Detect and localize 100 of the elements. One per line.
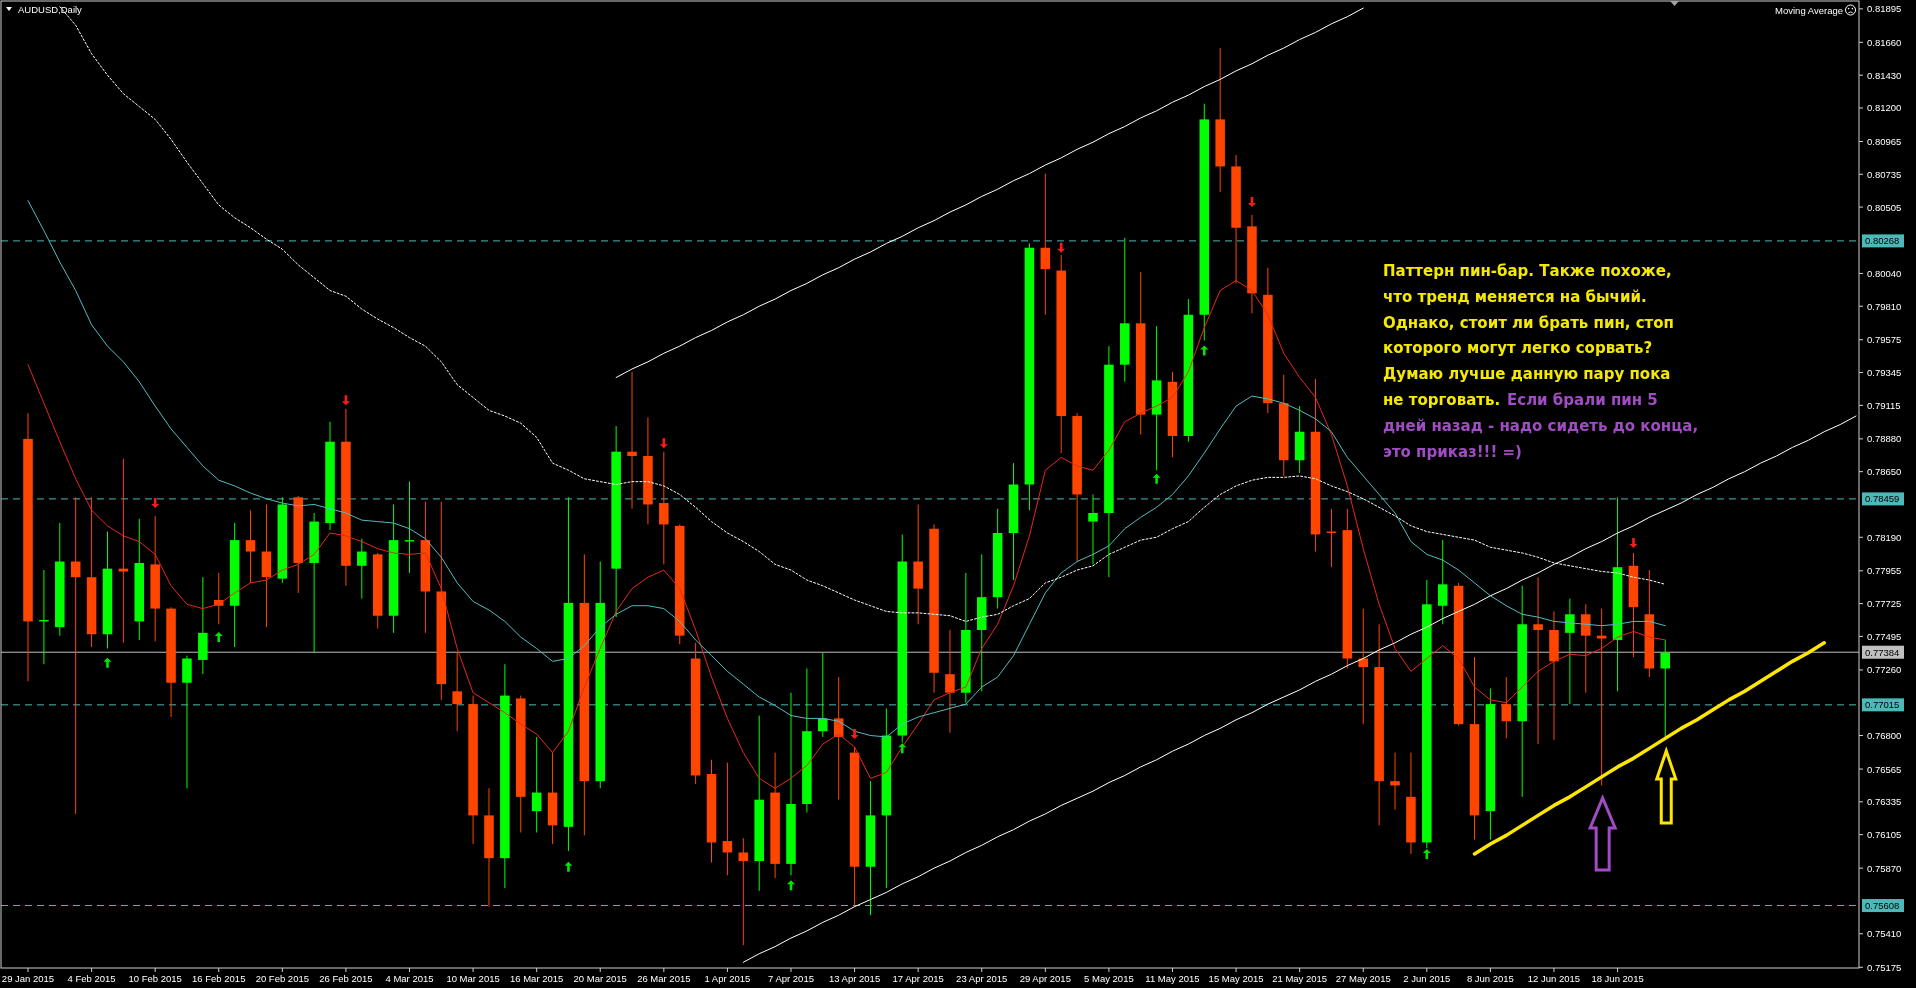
y-tick-label: 0.76800 [1867, 730, 1902, 742]
point [214, 632, 223, 643]
x-tick-label: 26 Feb 2015 [319, 972, 373, 984]
y-tick-label: 0.80735 [1867, 168, 1902, 180]
candlestick [245, 509, 256, 584]
line-series [615, 7, 1364, 379]
line-series [1472, 641, 1826, 856]
annotation: не торговать. [1383, 391, 1501, 409]
candlestick [738, 837, 749, 946]
x-tick-label: 4 Feb 2015 [67, 972, 116, 984]
candlestick [1390, 752, 1400, 811]
annotation: что тренд меняется на бычий. [1383, 287, 1647, 306]
y-tick-label: 0.77955 [1867, 565, 1902, 577]
y-tick-label: 0.80965 [1867, 135, 1902, 147]
candlestick [452, 652, 462, 732]
candlestick [1040, 173, 1051, 316]
y-tick-label: 0.80040 [1867, 267, 1902, 279]
y-tick-label: 0.81430 [1867, 69, 1902, 81]
candlestick [818, 652, 828, 738]
ref-line-label: 0.77384 [1865, 646, 1900, 658]
candlestick [1437, 539, 1448, 625]
candlestick [945, 629, 955, 734]
x-tick-label: 10 Feb 2015 [128, 972, 182, 984]
candlestick [357, 538, 367, 600]
x-tick-label: 13 Apr 2015 [828, 972, 881, 984]
x-tick-label: 17 Apr 2015 [892, 972, 944, 984]
annotation: которого могут легко сорвать? [1383, 339, 1653, 358]
x-tick-label: 27 May 2015 [1335, 972, 1391, 984]
annotation: Если брали пин 5 [1507, 391, 1658, 409]
point [341, 395, 350, 406]
x-tick-label: 16 Feb 2015 [192, 972, 246, 984]
x-tick-label: 4 Mar 2015 [385, 972, 434, 984]
candlestick [70, 496, 81, 815]
y-tick-label: 0.76335 [1867, 796, 1902, 808]
ref-line-label: 0.80268 [1865, 235, 1900, 247]
candlestick [1088, 493, 1098, 565]
ref-line-label: 0.75608 [1865, 900, 1900, 912]
point [1247, 197, 1256, 208]
x-tick-label: 2 Jun 2015 [1403, 972, 1451, 984]
point [564, 861, 573, 872]
annotation: Moving Average [1775, 4, 1843, 16]
point [1200, 345, 1209, 356]
y-tick-label: 0.78650 [1867, 466, 1902, 478]
x-tick-label: 20 Feb 2015 [255, 972, 310, 984]
ref-line-label: 0.77015 [1865, 699, 1900, 711]
x-tick-label: 21 May 2015 [1272, 972, 1328, 984]
point [103, 657, 112, 668]
y-tick-label: 0.81200 [1867, 102, 1902, 114]
y-tick-label: 0.79575 [1867, 334, 1902, 346]
x-tick-label: 12 Jun 2015 [1527, 972, 1581, 984]
annotation: дней назад - надо сидеть до конца, [1383, 416, 1699, 435]
point [850, 729, 859, 740]
x-tick-label: 5 May 2015 [1084, 972, 1134, 984]
y-tick-label: 0.75870 [1867, 862, 1902, 874]
y-tick-label: 0.76105 [1867, 829, 1902, 841]
candlestick [1660, 639, 1671, 738]
candlestick [627, 371, 637, 510]
candlestick [404, 481, 415, 574]
annotation: Паттерн пин-бар. Также похоже, [1383, 262, 1672, 280]
x-tick-label: 26 Mar 2015 [637, 972, 691, 984]
x-tick-label: 10 Mar 2015 [446, 972, 500, 984]
x-tick-label: 11 May 2015 [1145, 972, 1200, 984]
y-tick-label: 0.79345 [1867, 367, 1902, 379]
y-tick-label: 0.80505 [1867, 201, 1902, 213]
point [898, 743, 907, 754]
y-tick-label: 0.78190 [1867, 531, 1902, 543]
candlestick [1581, 603, 1591, 694]
y-tick-label: 0.76565 [1867, 763, 1902, 775]
x-tick-label: 20 Mar 2015 [573, 972, 627, 984]
x-tick-label: 23 Apr 2015 [956, 972, 1008, 984]
x-tick-label: 1 Apr 2015 [704, 972, 751, 984]
x-tick-label: 8 Jun 2015 [1466, 972, 1514, 984]
x-tick-label: 16 Mar 2015 [509, 972, 564, 984]
x-tick-label: 15 May 2015 [1208, 972, 1264, 984]
point [1057, 242, 1066, 253]
y-tick-label: 0.79115 [1867, 399, 1901, 411]
x-tick-label: 29 Jan 2015 [1, 972, 55, 984]
y-tick-label: 0.77260 [1867, 664, 1902, 676]
candlestick [1501, 676, 1512, 739]
y-tick-label: 0.81895 [1867, 3, 1902, 15]
annotation: Однако, стоит ли брать пин, стоп [1383, 313, 1674, 332]
candlestick [722, 762, 733, 876]
point [1152, 473, 1161, 484]
candlestick [1358, 608, 1369, 725]
x-tick-label: 29 Apr 2015 [1019, 972, 1071, 984]
x-tick-label: 18 Jun 2015 [1591, 972, 1644, 984]
candlestick [118, 458, 129, 644]
y-tick-label: 0.79810 [1867, 300, 1902, 312]
ref-line-label: 0.78459 [1865, 493, 1900, 505]
annotation: это приказ!!! =) [1383, 442, 1522, 461]
y-tick-label: 0.75175 [1867, 961, 1902, 973]
annotation: Думаю лучше данную пару пока [1383, 365, 1671, 384]
y-tick-label: 0.77495 [1867, 630, 1902, 642]
candlestick [1533, 576, 1543, 745]
candlestick [531, 736, 542, 834]
x-tick-label: 7 Apr 2015 [768, 972, 814, 984]
y-tick-label: 0.75410 [1867, 928, 1902, 940]
candlestick [659, 451, 669, 565]
point [1629, 537, 1638, 548]
candlestick [1565, 598, 1575, 705]
